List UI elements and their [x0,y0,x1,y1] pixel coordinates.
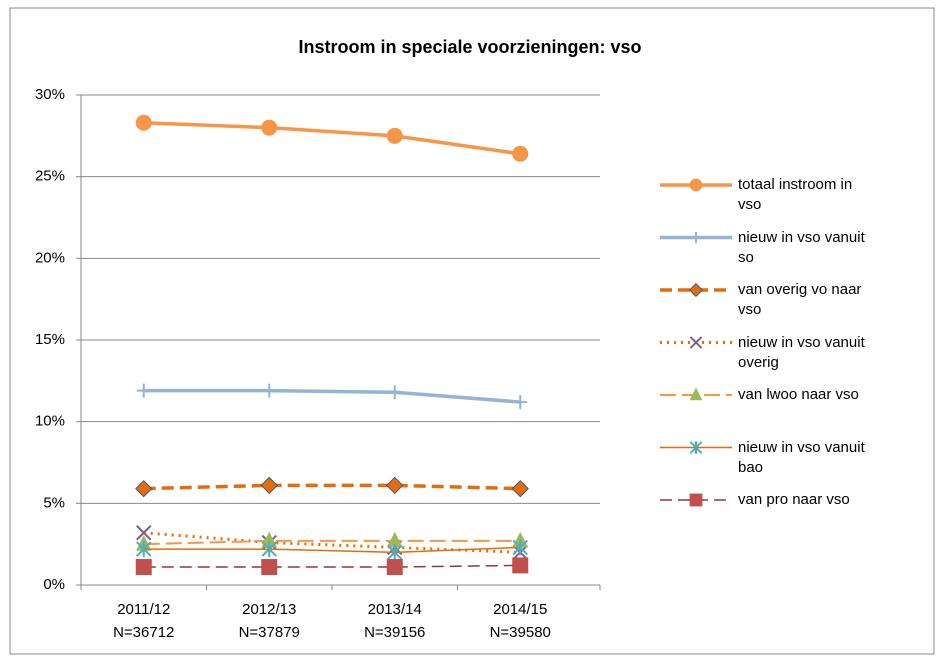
marker [689,493,703,507]
series-line [143,546,521,554]
marker [136,525,152,541]
marker [689,387,703,401]
marker [136,541,152,558]
marker [689,283,703,297]
marker [135,559,152,576]
marker [386,127,403,144]
marker [513,395,528,410]
series-line [143,121,521,156]
legend-label: nieuw in vso vanuit overig [738,333,865,371]
x-tick-label: N=39580 [490,624,551,641]
marker [387,385,402,400]
marker [260,476,278,494]
x-tick-label: 2012/13 [242,601,296,618]
y-tick-label: 0% [43,576,65,593]
marker [136,383,151,398]
chart-title: Instroom in speciale voorzieningen: vso [298,37,641,57]
legend-label: van pro naar vso [738,491,850,508]
x-tick-label: N=39156 [364,624,425,641]
x-tick-label: 2013/14 [368,601,422,618]
y-tick-label: 5% [43,494,65,511]
series-line [143,539,521,546]
y-tick-label: 20% [35,249,65,266]
legend-label: totaal instroom in vso [738,176,853,213]
marker [135,114,152,131]
y-tick-label: 30% [35,86,65,103]
legend-label: van lwoo naar vso [738,386,859,403]
marker [262,383,277,398]
y-tick-label: 10% [35,413,65,430]
marker [261,559,278,576]
x-tick-label: N=36712 [113,624,174,641]
marker [512,557,529,574]
marker [689,441,703,454]
marker [386,559,403,576]
chart-frame [9,7,935,655]
marker [512,145,529,162]
marker [690,231,702,244]
series-line [143,388,521,404]
y-tick-label: 25% [35,168,65,185]
x-tick-label: 2014/15 [493,601,547,618]
marker [387,544,403,561]
legend-label: nieuw in vso vanuit so [738,228,865,266]
marker [512,539,528,556]
marker [689,336,703,349]
marker [689,178,703,192]
series-line [143,483,521,491]
marker [261,541,277,558]
marker [511,480,529,498]
y-tick-label: 15% [35,331,65,348]
marker [261,119,278,136]
legend-label: van overig vo naar vso [738,281,862,318]
x-tick-label: N=37879 [239,624,300,641]
legend-label: nieuw in vso vanuit bao [738,438,865,476]
marker [386,476,404,494]
marker [135,480,153,498]
x-tick-label: 2011/12 [117,601,170,618]
series-line [143,564,521,568]
